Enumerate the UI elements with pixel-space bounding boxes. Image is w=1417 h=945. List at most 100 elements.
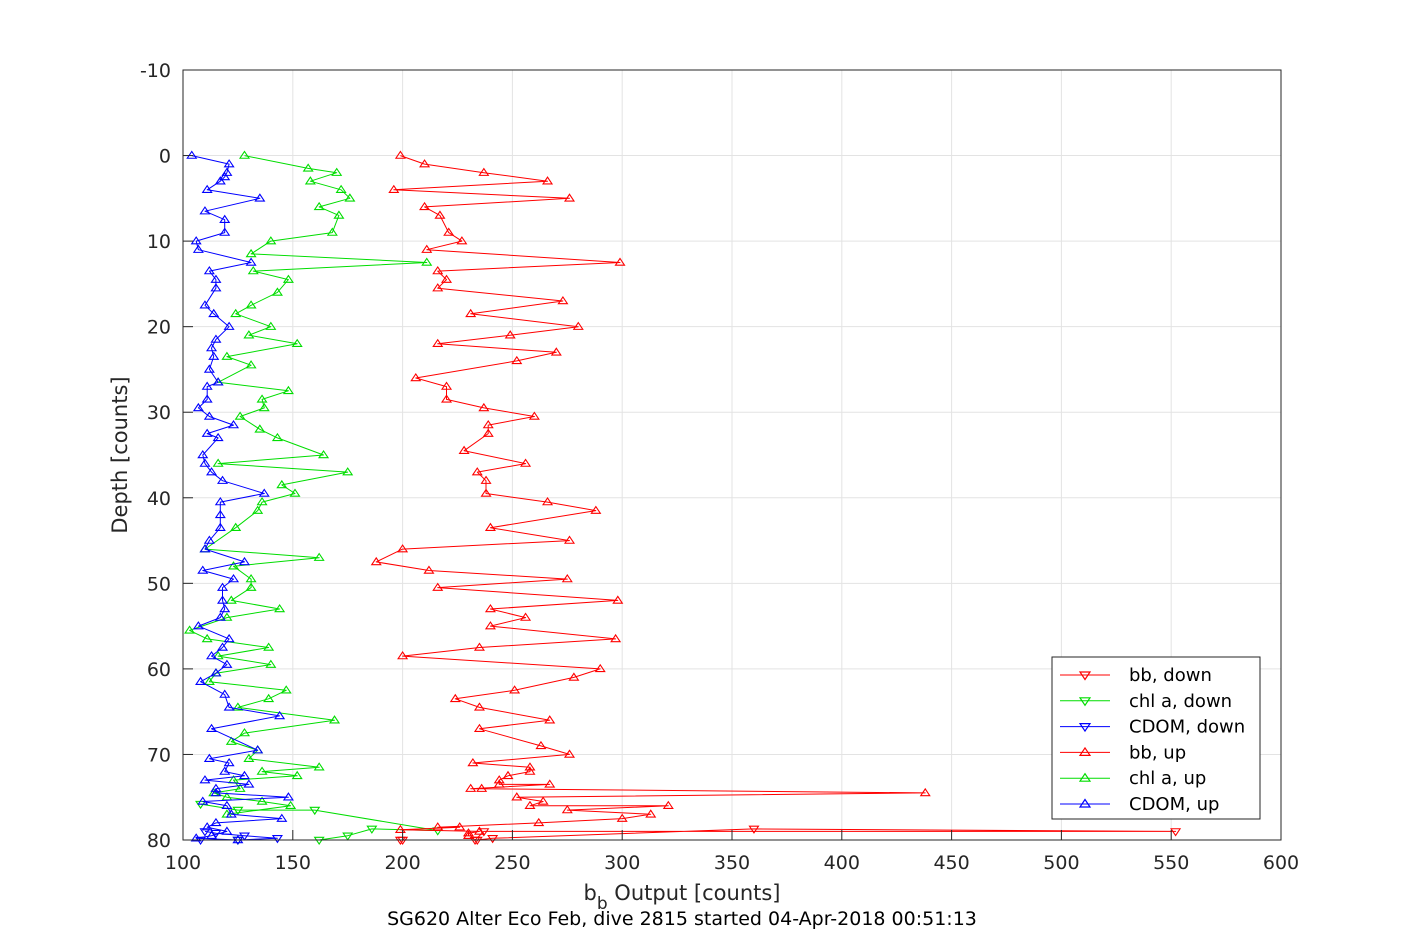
data-point [394,150,406,159]
data-point [282,274,294,283]
data-point [199,775,211,784]
data-point [271,835,283,844]
data-point [419,201,431,211]
data-point [274,710,286,720]
data-point [245,257,257,266]
data-point [542,176,554,185]
data-point [748,825,760,834]
data-point [219,766,231,775]
data-point [263,642,275,651]
data-point [256,394,268,403]
data-point [201,633,213,643]
data-point [199,458,211,467]
data-point [594,663,606,673]
x-tick-label: 200 [384,852,420,874]
series-line [191,155,289,841]
series-chl-a-up [184,150,433,818]
data-point [533,817,545,827]
data-point [217,475,229,484]
data-point [199,300,211,309]
data-point [192,621,204,630]
data-point [195,676,207,685]
data-point [480,475,492,484]
legend-label: CDOM, up [1129,794,1219,815]
data-point [465,308,477,318]
data-point [471,836,483,846]
data-point [484,621,496,630]
data-point [223,633,235,643]
legend-label: chl a, up [1129,768,1206,789]
legend-item: chl a, up [1060,768,1206,789]
data-point [210,783,222,792]
data-point [462,828,475,837]
data-point [456,236,468,245]
data-point [511,792,523,801]
data-point [432,338,444,348]
data-point [302,163,314,172]
data-point [291,338,303,348]
data-point [221,800,233,810]
data-point [245,582,257,591]
data-point [230,522,242,531]
data-point [206,651,218,660]
series-line [375,155,926,836]
data-point [223,702,235,711]
data-point [271,287,283,296]
data-point [388,184,400,194]
data-point [313,762,325,771]
data-point [243,753,255,762]
data-point [210,274,222,283]
data-point [238,556,251,566]
data-point [328,715,341,724]
data-point [473,723,485,733]
data-point [454,822,466,831]
data-point [662,800,674,810]
y-tick-label: 0 [159,146,171,168]
data-point [544,715,556,724]
data-point [203,411,215,420]
data-point [276,479,288,489]
data-point [313,836,325,846]
series-cdom-up [186,150,294,844]
data-point [252,505,264,514]
data-point [254,424,266,433]
data-point [210,817,222,827]
data-point [482,428,494,437]
axis-ticks: 100 150 200 250 300 350 400 450 500 550 600 -10 0 10 2… [140,60,1299,874]
data-point [203,676,215,685]
data-point [443,227,455,236]
legend-marker [1078,798,1092,808]
x-tick-label: 150 [275,852,311,874]
data-point [223,159,235,168]
data-point [542,497,554,506]
data-point [232,806,244,816]
x-tick-label: 300 [604,852,640,874]
data-point [561,805,573,814]
data-point [190,833,202,842]
x-tick-label: 550 [1153,852,1189,874]
legend-box [1051,656,1261,820]
data-point [210,283,222,292]
data-point [208,351,220,360]
data-point [919,787,931,797]
data-point [342,467,354,476]
data-point [524,762,536,771]
data-point [487,835,499,844]
data-point [326,227,338,236]
data-point [524,800,536,810]
data-point [206,467,218,476]
data-point [1170,828,1182,837]
data-point [223,321,235,330]
data-point [214,612,226,621]
data-point [184,625,196,634]
data-point [520,458,532,467]
data-point [201,184,213,194]
data-point [449,693,461,703]
data-point [265,321,277,330]
data-point [225,595,237,604]
x-tick-label: 100 [165,852,201,874]
data-point [212,377,224,386]
data-point [432,822,444,831]
data-point [557,295,569,305]
